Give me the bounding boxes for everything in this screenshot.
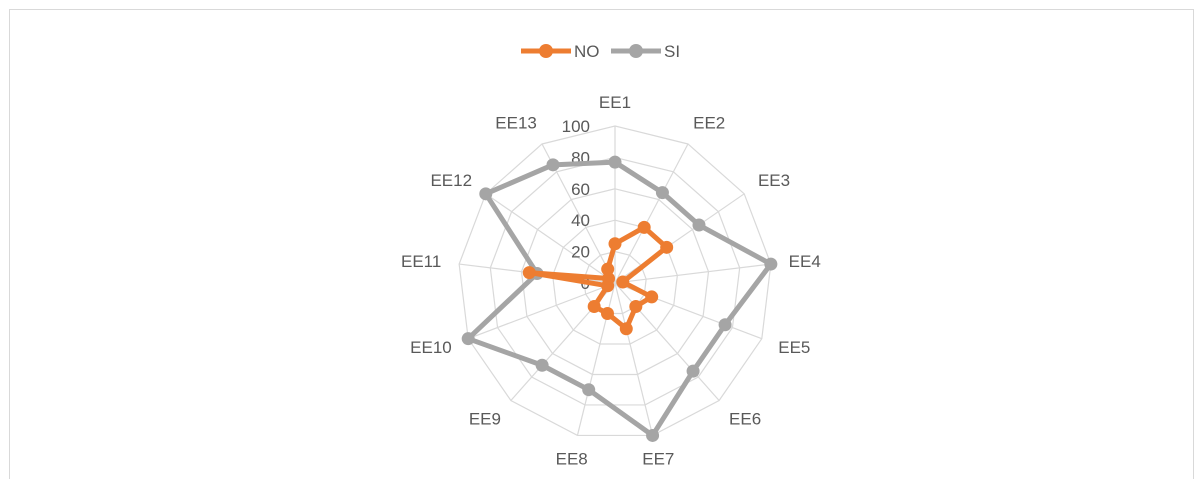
series-marker (546, 158, 560, 172)
series-line (465, 159, 774, 438)
series-marker (646, 428, 660, 442)
category-label: EE12 (430, 171, 472, 190)
series-marker (629, 300, 643, 314)
series-no (522, 220, 674, 336)
category-label: EE1 (599, 93, 631, 112)
radial-tick-label: 60 (571, 180, 590, 199)
category-label: EE6 (729, 409, 761, 428)
series-marker (587, 300, 601, 314)
series-marker (645, 290, 659, 304)
legend-swatch-marker (539, 44, 553, 58)
category-label: EE8 (556, 450, 588, 469)
category-label: EE2 (693, 114, 725, 133)
series-marker (608, 237, 622, 251)
series-marker (600, 306, 614, 320)
grid-spoke (614, 143, 689, 284)
series-marker (608, 155, 622, 169)
legend-item-si: SI (611, 42, 680, 61)
series-marker (718, 318, 732, 332)
series-marker (686, 364, 700, 378)
legend-swatch-marker (629, 44, 643, 58)
category-label: EE11 (401, 252, 441, 271)
series-line (526, 224, 670, 332)
category-label: EE9 (469, 409, 501, 428)
grid-spoke (614, 282, 720, 401)
grid-spoke (614, 263, 771, 284)
series-marker (660, 240, 674, 254)
series-marker (619, 322, 633, 336)
series-si (461, 155, 778, 442)
chart-legend: NO SI (521, 42, 680, 61)
series-marker (601, 262, 615, 276)
series-marker (461, 332, 475, 346)
radar-spokes (459, 126, 771, 436)
radial-tick-label: 40 (571, 211, 590, 230)
legend-item-no: NO (521, 42, 600, 61)
legend-label: SI (664, 42, 680, 61)
series-marker (637, 220, 651, 234)
series-marker (522, 266, 536, 280)
series-marker (602, 272, 616, 286)
series-marker (479, 187, 493, 201)
series-marker (655, 186, 669, 200)
radial-tick-label: 20 (571, 243, 590, 262)
grid-ring (489, 156, 741, 406)
series-marker (764, 257, 778, 271)
grid-ring (458, 125, 772, 437)
category-label: EE13 (495, 114, 537, 133)
series-layer (461, 155, 778, 442)
legend-label: NO (574, 42, 600, 61)
category-labels: EE1 EE2 EE3 EE4 EE5 EE6 EE7 EE8 EE9 EE10 EE11 EE12 E… (401, 93, 821, 469)
grid-spoke (614, 282, 654, 436)
category-label: EE7 (642, 450, 674, 469)
category-label: EE3 (758, 171, 790, 190)
series-marker (535, 358, 549, 372)
radial-tick-label: 100 (562, 117, 590, 136)
grid-spoke (485, 193, 616, 284)
series-marker (582, 383, 596, 397)
category-label: EE5 (778, 338, 810, 357)
series-marker (616, 275, 630, 289)
category-label: EE4 (789, 252, 821, 271)
series-marker (692, 218, 706, 232)
grid-spoke (467, 282, 616, 340)
grid-ring (520, 188, 710, 376)
category-label: EE10 (410, 338, 452, 357)
